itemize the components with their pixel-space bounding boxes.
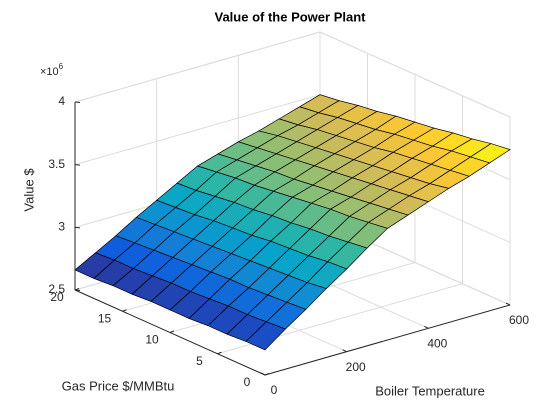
- chart-title: Value of the Power Plant: [215, 9, 367, 24]
- y-tick-label: 20: [50, 290, 64, 304]
- x-tick-label: 0: [271, 383, 278, 397]
- z-multiplier: ×106: [40, 62, 64, 78]
- y-tick: [217, 351, 222, 355]
- y-tick: [74, 288, 80, 291]
- y-tick: [169, 330, 175, 333]
- x-axis-line: [264, 304, 511, 376]
- y-axis-label: Gas Price $/MMBtu: [62, 378, 175, 393]
- z-tick-label: 3.5: [48, 157, 65, 171]
- x-tick-label: 400: [427, 337, 447, 351]
- z-tick: [74, 226, 81, 229]
- z-tick-label: 2.5: [48, 282, 65, 296]
- x-axis-label: Boiler Temperature: [375, 383, 485, 398]
- z-axis-label: Value $: [21, 168, 36, 212]
- z-tick-label: 3: [58, 220, 65, 234]
- z-tick: [74, 164, 81, 166]
- y-tick: [122, 309, 127, 312]
- x-tick: [342, 349, 347, 353]
- y-axis-line: [74, 289, 266, 376]
- surface-layer: [74, 94, 511, 351]
- y-tick-label: 15: [98, 311, 112, 325]
- z-tick-label: 4: [58, 94, 65, 108]
- y-tick-label: 0: [244, 375, 251, 389]
- z-multiplier-base: ×10: [40, 66, 59, 78]
- label-layer: 2.5 3 3.5 4 0 200 400 600 0 5 10 15 20: [48, 94, 529, 397]
- y-tick-label: 5: [196, 354, 203, 368]
- z-multiplier-exponent: 6: [59, 62, 64, 71]
- y-tick-label: 10: [145, 333, 159, 347]
- z-tick: [74, 101, 81, 103]
- surface-cell: [245, 321, 287, 351]
- x-tick: [505, 302, 511, 306]
- x-tick-label: 600: [509, 313, 529, 327]
- x-tick: [424, 325, 429, 329]
- x-tick-label: 200: [346, 360, 366, 374]
